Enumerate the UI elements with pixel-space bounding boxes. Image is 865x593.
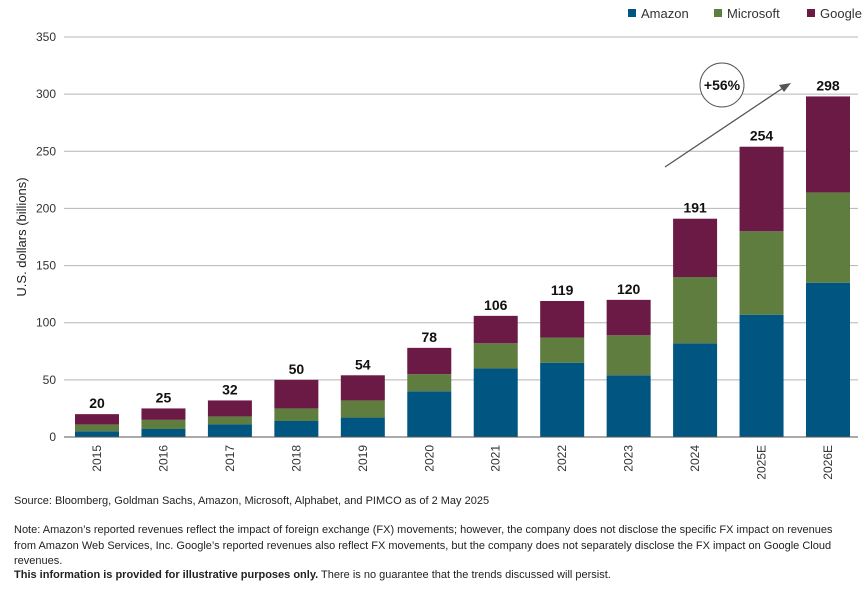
bar-total-label: 50 <box>289 361 305 377</box>
legend-label-microsoft: Microsoft <box>727 6 780 21</box>
bar-google-2017 <box>207 400 252 417</box>
bar-google-2021 <box>473 315 518 344</box>
y-tick-label: 250 <box>36 144 56 158</box>
x-tick-label: 2020 <box>422 445 436 472</box>
x-axis-ticks: 2015 2016 2017 2018 2019 2020 2021 2022 2023 2024… <box>90 445 835 480</box>
bar-total-label: 32 <box>222 381 238 397</box>
bar-total-label: 298 <box>816 77 840 93</box>
callout-arrowhead <box>779 83 791 92</box>
legend-label-amazon: Amazon <box>641 6 689 21</box>
bar-microsoft-2015 <box>75 424 119 432</box>
y-tick-label: 350 <box>36 30 56 44</box>
bar-amazon-2021 <box>473 368 518 437</box>
bar-microsoft-2018 <box>274 408 319 421</box>
disclaimer-bold: This information is provided for illustr… <box>14 569 319 581</box>
x-tick-label: 2015 <box>90 445 104 472</box>
bar-google-2020 <box>407 347 452 375</box>
disclaimer: This information is provided for illustr… <box>14 568 856 584</box>
callout-arrow-line <box>664 87 784 168</box>
bar-google-2025e <box>739 146 784 232</box>
x-tick-label: 2023 <box>622 445 636 472</box>
bar-amazon-2022 <box>540 362 585 437</box>
bar-microsoft-2026e <box>806 192 850 283</box>
bars <box>75 96 850 437</box>
legend-label-google: Google <box>820 6 862 21</box>
legend-swatch-amazon <box>628 9 636 17</box>
bar-total-label: 119 <box>551 282 574 298</box>
bar-microsoft-2025e <box>739 231 784 315</box>
bar-amazon-2024 <box>673 343 718 437</box>
bar-microsoft-2022 <box>540 337 585 363</box>
source-text: Source: Bloomberg, Goldman Sachs, Amazon… <box>14 495 490 507</box>
bar-microsoft-2017 <box>207 416 252 425</box>
bar-microsoft-2019 <box>340 400 385 418</box>
bar-google-2023 <box>606 299 651 336</box>
disclaimer-text: This information is provided for illustr… <box>14 568 856 584</box>
stacked-bar-chart: 0 50 100 150 200 250 300 350 U.S. dollars (bill… <box>14 6 862 480</box>
bar-microsoft-2020 <box>407 374 452 392</box>
bar-microsoft-2024 <box>673 277 718 344</box>
y-tick-label: 0 <box>49 430 56 444</box>
bar-total-labels: 20 25 32 50 54 78 106 119 120 191 254 298 <box>89 77 840 411</box>
x-tick-label: 2018 <box>289 445 303 472</box>
bar-google-2019 <box>340 375 385 401</box>
bar-microsoft-2021 <box>473 343 518 369</box>
bar-amazon-2020 <box>407 391 452 437</box>
legend-swatch-google <box>807 9 815 17</box>
callout-circle <box>699 62 745 108</box>
bar-total-label: 254 <box>750 128 774 144</box>
y-tick-label: 50 <box>43 373 57 387</box>
bar-total-label: 54 <box>355 356 371 372</box>
x-tick-label: 2019 <box>356 445 370 472</box>
bar-amazon-2017 <box>207 424 252 437</box>
y-axis-ticks: 0 50 100 150 200 250 300 350 <box>36 30 56 444</box>
fx-note: Note: Amazon’s reported revenues reflect… <box>14 523 856 570</box>
bar-total-label: 25 <box>156 389 172 405</box>
bar-microsoft-2016 <box>141 419 186 429</box>
x-tick-label: 2025E <box>755 445 769 480</box>
bar-amazon-2025e <box>739 314 784 437</box>
y-tick-label: 300 <box>36 87 56 101</box>
disclaimer-rest: There is no guarantee that the trends di… <box>318 569 611 581</box>
bar-google-2024 <box>673 218 718 277</box>
x-tick-label: 2021 <box>489 445 503 472</box>
x-tick-label: 2016 <box>156 445 170 472</box>
legend: Amazon Microsoft Google <box>628 6 862 21</box>
y-tick-label: 100 <box>36 316 56 330</box>
bar-amazon-2023 <box>606 375 651 437</box>
callout-label: +56% <box>704 77 741 93</box>
bar-total-label: 20 <box>89 395 105 411</box>
bar-google-2018 <box>274 379 319 409</box>
x-tick-label: 2024 <box>688 445 702 472</box>
bar-amazon-2016 <box>141 429 186 437</box>
growth-callout: +56% <box>664 62 791 168</box>
x-tick-label: 2026E <box>821 445 835 480</box>
legend-swatch-microsoft <box>714 9 722 17</box>
gridlines <box>64 36 858 381</box>
bar-google-2026e <box>806 96 850 193</box>
bar-amazon-2018 <box>274 421 319 437</box>
x-tick-label: 2022 <box>555 445 569 472</box>
bar-total-label: 120 <box>617 281 641 297</box>
source-note: Source: Bloomberg, Goldman Sachs, Amazon… <box>14 494 856 510</box>
note-text: Note: Amazon’s reported revenues reflect… <box>14 524 833 567</box>
bar-amazon-2015 <box>75 431 119 437</box>
x-tick-label: 2017 <box>223 445 237 472</box>
bar-amazon-2019 <box>340 417 385 437</box>
y-tick-label: 200 <box>36 201 56 215</box>
bar-total-label: 191 <box>683 200 707 216</box>
y-axis-title: U.S. dollars (billions) <box>14 177 29 296</box>
bar-amazon-2026e <box>806 282 850 437</box>
bar-microsoft-2023 <box>606 335 651 376</box>
bar-google-2016 <box>141 408 186 420</box>
bar-google-2022 <box>540 301 585 338</box>
bar-total-label: 106 <box>484 297 508 313</box>
y-tick-label: 150 <box>36 259 56 273</box>
bar-total-label: 78 <box>421 329 437 345</box>
bar-google-2015 <box>75 414 119 425</box>
